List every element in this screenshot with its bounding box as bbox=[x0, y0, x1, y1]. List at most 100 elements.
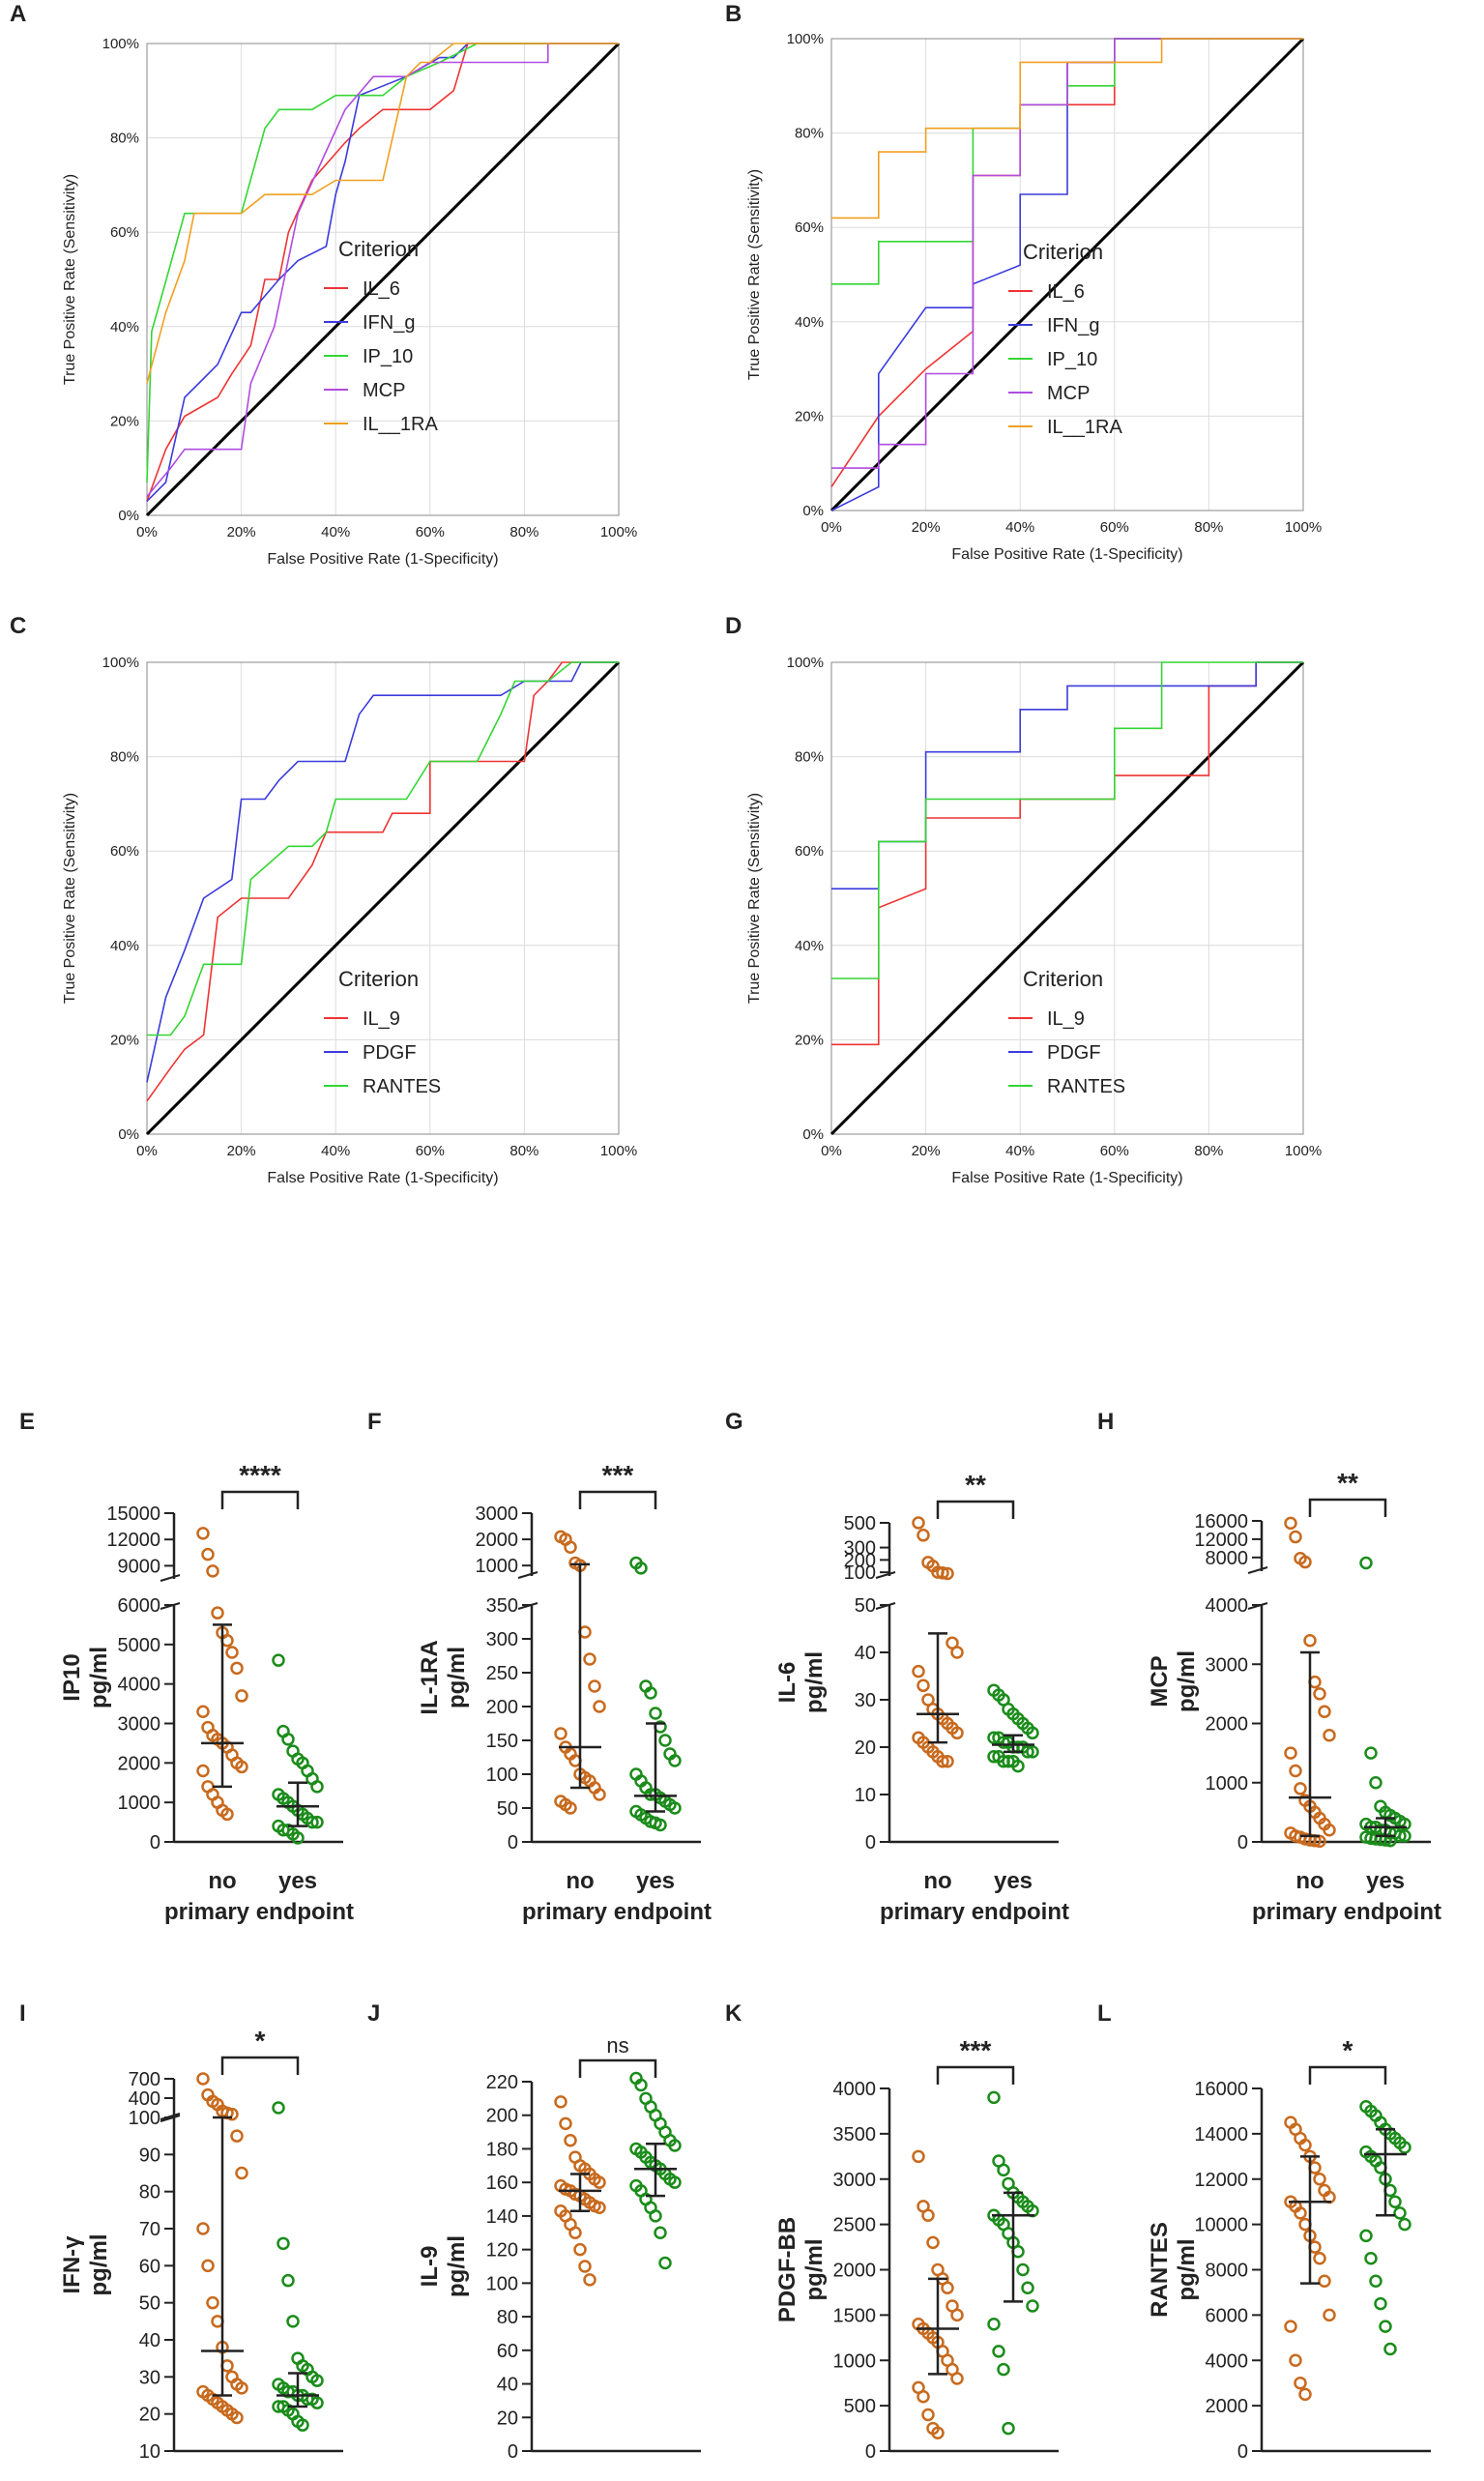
data-point-yes bbox=[1383, 2342, 1397, 2356]
x-tick-label: 100% bbox=[1285, 519, 1322, 536]
y-tick-label: 20% bbox=[110, 413, 139, 429]
data-point-no bbox=[1298, 1555, 1312, 1569]
y-tick-label: 40% bbox=[795, 938, 824, 954]
data-point-no bbox=[578, 2260, 592, 2273]
legend-label: IL__1RA bbox=[1047, 417, 1122, 438]
y-tick-label: 40 bbox=[855, 1643, 876, 1664]
data-point-yes bbox=[644, 1686, 657, 1700]
panel-label: E bbox=[19, 1409, 35, 1435]
scatter-panel-E: E 0 1000 2000 3000 4000 5000 6000 9000 12000 15000… bbox=[19, 1409, 354, 1925]
y-tick-label: 60% bbox=[795, 843, 824, 860]
x-tick-label: 20% bbox=[912, 1143, 941, 1159]
data-point-no bbox=[921, 2408, 935, 2422]
data-point-no bbox=[1289, 1764, 1302, 1778]
data-point-yes bbox=[310, 1815, 324, 1829]
group-axis-label: primary endpoint bbox=[880, 1899, 1069, 1925]
x-tick-label: 40% bbox=[321, 1143, 350, 1159]
panel-label: I bbox=[19, 2000, 26, 2027]
data-point-yes bbox=[634, 2078, 648, 2092]
group-label-no: no bbox=[566, 2477, 594, 2481]
roc-panel-B: B 0%0% 20% 20% 40% 40% 60% 60% 80% 80% 100% 100% Fal… bbox=[725, 1, 1322, 563]
data-point-yes bbox=[668, 2139, 682, 2152]
y-axis-label: IL-1RA bbox=[417, 1640, 443, 1714]
axis-break-mark bbox=[1247, 1566, 1268, 1574]
panel-label: K bbox=[725, 2000, 742, 2027]
significance-label: ** bbox=[1337, 1468, 1358, 1498]
roc-curve-MCP bbox=[146, 43, 619, 498]
y-axis-label: MCP bbox=[1147, 1655, 1173, 1707]
data-point-no bbox=[950, 1646, 964, 1659]
y-tick-label: 50 bbox=[497, 1798, 518, 1820]
y-tick-label: 2000 bbox=[1206, 2396, 1249, 2417]
y-tick-label: 20 bbox=[497, 2408, 518, 2429]
data-point-no bbox=[1294, 2376, 1307, 2390]
legend-title: Criterion bbox=[338, 237, 419, 261]
plot-frame bbox=[830, 38, 1304, 511]
y-tick-label: 2000 bbox=[1206, 1714, 1249, 1736]
y-tick-label: 60% bbox=[110, 843, 139, 860]
y-tick-label: 60% bbox=[110, 224, 139, 241]
data-point-no bbox=[230, 2410, 244, 2425]
group-label-yes: yes bbox=[994, 1868, 1033, 1894]
x-tick-label: 0% bbox=[821, 1143, 842, 1159]
y-tick-label: 0% bbox=[802, 503, 824, 519]
data-point-yes bbox=[668, 2175, 682, 2189]
data-point-yes bbox=[306, 1815, 319, 1829]
data-point-no bbox=[936, 1566, 949, 1580]
data-point-yes bbox=[1021, 2281, 1034, 2294]
legend-label: IP_10 bbox=[1047, 349, 1097, 370]
x-tick-label: 100% bbox=[600, 524, 637, 540]
data-point-no bbox=[593, 2201, 606, 2214]
y-tick-label: 10 bbox=[139, 2441, 160, 2463]
data-point-no bbox=[1284, 1746, 1297, 1760]
roc-panel-A: A 0%0% 20% 20% 40% 40% 60% 60% 80% 80% 100% 100% Fal… bbox=[10, 1, 637, 568]
reference-diagonal bbox=[145, 42, 621, 517]
y-axis-label: IFN-γ bbox=[59, 2235, 85, 2294]
significance-bracket bbox=[1308, 1498, 1387, 1517]
data-point-no bbox=[921, 2208, 935, 2222]
roc-panel-C: C 0%0% 20% 20% 40% 40% 60% 60% 80% 80% 100% 100% Fal… bbox=[10, 613, 637, 1186]
legend-label: PDGF bbox=[1047, 1042, 1101, 1064]
data-point-no bbox=[564, 2134, 577, 2147]
y-tick-label: 4000 bbox=[1206, 1595, 1249, 1617]
y-axis-label: IL-6 bbox=[774, 1662, 800, 1704]
data-point-no bbox=[196, 2072, 210, 2086]
data-point-no bbox=[1284, 2320, 1297, 2333]
y-tick-label: 300 bbox=[486, 1629, 518, 1650]
y-tick-label: 14000 bbox=[1194, 2124, 1248, 2145]
y-tick-label: 20% bbox=[795, 408, 824, 424]
x-tick-label: 20% bbox=[227, 524, 256, 540]
data-point-yes bbox=[272, 1653, 285, 1667]
y-tick-label: 80 bbox=[497, 2307, 518, 2328]
data-point-no bbox=[950, 1726, 964, 1740]
data-point-yes bbox=[668, 1801, 682, 1815]
y-axis-label: PDGF-BB bbox=[774, 2217, 800, 2322]
data-point-yes bbox=[649, 2209, 662, 2223]
x-tick-label: 80% bbox=[509, 524, 538, 540]
data-point-no bbox=[593, 1700, 606, 1713]
y-tick-label: 700 bbox=[129, 2069, 160, 2090]
legend-label: IFN_g bbox=[1047, 315, 1099, 336]
y-tick-label: 80% bbox=[795, 749, 824, 766]
y-tick-label: 80% bbox=[795, 126, 824, 142]
data-point-yes bbox=[1388, 2195, 1402, 2208]
x-tick-label: 40% bbox=[321, 524, 350, 540]
data-point-yes bbox=[1398, 2217, 1411, 2232]
data-point-yes bbox=[987, 2090, 1001, 2105]
data-point-yes bbox=[997, 2362, 1010, 2377]
significance-label: *** bbox=[960, 2035, 992, 2065]
group-label-no: no bbox=[923, 2477, 951, 2481]
y-tick-label: 40% bbox=[795, 314, 824, 331]
roc-curve-PDGF bbox=[831, 661, 1303, 890]
panel-label: G bbox=[725, 1409, 743, 1435]
data-point-yes bbox=[296, 2418, 309, 2432]
plot-frame bbox=[146, 661, 620, 1135]
data-point-no bbox=[1323, 2308, 1336, 2322]
y-tick-label: 400 bbox=[129, 2088, 160, 2110]
y-tick-label: 8000 bbox=[1206, 2261, 1249, 2282]
data-point-no bbox=[225, 1646, 239, 1659]
y-tick-label: 4000 bbox=[1206, 2350, 1249, 2372]
y-tick-label: 100% bbox=[787, 31, 824, 47]
data-point-no bbox=[593, 1788, 606, 1801]
